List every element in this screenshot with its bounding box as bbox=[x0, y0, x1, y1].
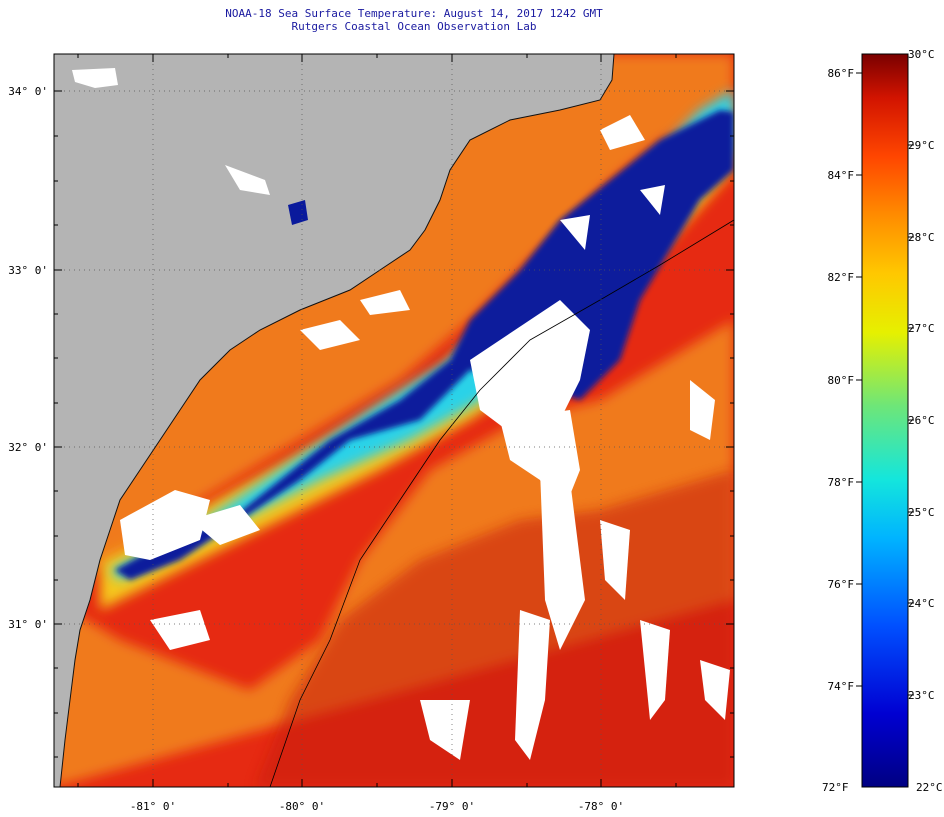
shelf-break-contour bbox=[269, 219, 734, 787]
graticule bbox=[54, 54, 734, 787]
colorbar-c-label: 28°C bbox=[908, 231, 935, 244]
colorbar-f-label: 72°F bbox=[822, 781, 849, 794]
chart-subtitle: Rutgers Coastal Ocean Observation Lab bbox=[291, 20, 537, 33]
map-frame bbox=[53, 53, 735, 788]
colorbar-f-label: 78°F bbox=[827, 476, 855, 489]
colorbar-c-label: 24°C bbox=[908, 597, 935, 610]
lat-label-31: 31° 0' bbox=[8, 618, 48, 631]
colorbar-c-label: 22°C bbox=[916, 781, 943, 794]
lat-label-34: 34° 0' bbox=[8, 85, 48, 98]
coastline bbox=[59, 54, 615, 787]
colorbar-f-label: 76°F bbox=[827, 578, 855, 591]
lon-label-80: -80° 0' bbox=[278, 800, 326, 813]
colorbar-c-label: 27°C bbox=[908, 322, 935, 335]
land-mass bbox=[54, 54, 614, 787]
colorbar-f-label: 80°F bbox=[827, 374, 855, 387]
inland-water bbox=[72, 68, 118, 88]
chart-title: NOAA-18 Sea Surface Temperature: August … bbox=[225, 7, 603, 20]
colorbar-ticks bbox=[856, 72, 914, 696]
colorbar-c-label: 26°C bbox=[908, 414, 935, 427]
cloud-masks bbox=[120, 115, 730, 760]
colorbar-c-label: 29°C bbox=[908, 139, 935, 152]
inland-lake bbox=[288, 200, 308, 225]
lon-label-79: -79° 0' bbox=[428, 800, 476, 813]
lat-label-33: 33° 0' bbox=[8, 264, 48, 277]
inland-lake bbox=[225, 165, 270, 195]
colorbar-f-label: 84°F bbox=[827, 169, 855, 182]
colorbar-f-label: 82°F bbox=[827, 271, 855, 284]
lon-label-81: -81° 0' bbox=[129, 800, 177, 813]
colorbar-f-label: 74°F bbox=[827, 680, 855, 693]
lon-label-78: -78° 0' bbox=[577, 800, 625, 813]
lat-label-32: 32° 0' bbox=[8, 441, 48, 454]
colorbar-c-label: 30°C bbox=[908, 48, 935, 61]
colorbar bbox=[861, 53, 909, 788]
colorbar-c-label: 25°C bbox=[908, 506, 935, 519]
axis-ticks bbox=[54, 54, 734, 787]
colorbar-f-label: 86°F bbox=[827, 67, 855, 80]
colorbar-c-label: 23°C bbox=[908, 689, 935, 702]
sst-field bbox=[54, 54, 734, 787]
